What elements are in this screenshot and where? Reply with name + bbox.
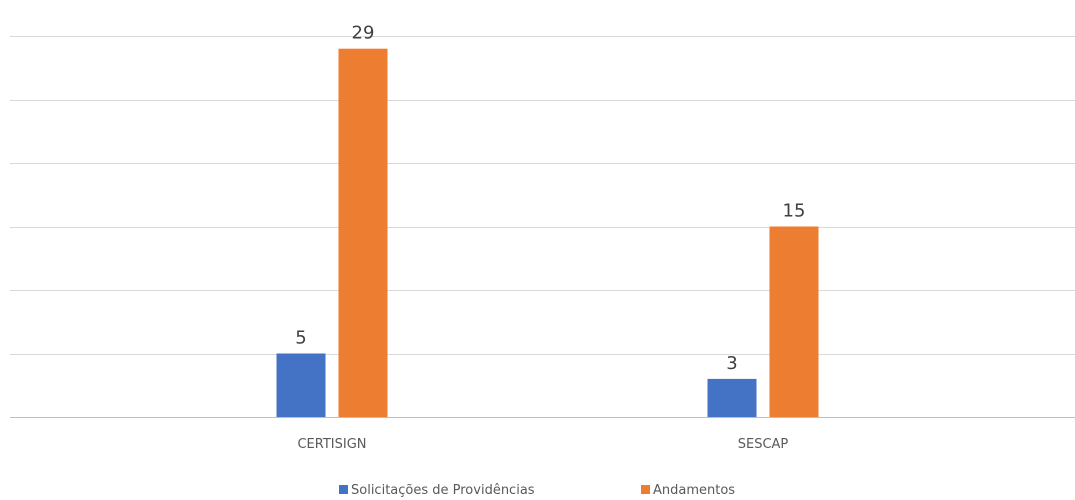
gridlines — [10, 36, 1075, 418]
bar-sescap-series-0 — [707, 378, 757, 417]
data-label-certisign-series-1: 29 — [352, 23, 375, 44]
x-axis-tick-labels: CERTISIGN SESCAP — [297, 437, 788, 452]
legend-swatch-series-0 — [339, 485, 348, 494]
bar-certisign-series-0 — [276, 353, 326, 417]
x-tick-label-certisign: CERTISIGN — [297, 437, 366, 452]
legend: Solicitações de Providências Andamentos — [339, 483, 735, 498]
x-tick-label-sescap: SESCAP — [738, 437, 789, 452]
data-label-sescap-series-1: 15 — [783, 201, 806, 222]
bar-sescap-series-1 — [769, 226, 819, 417]
bar-certisign-series-1 — [338, 48, 388, 417]
bars — [276, 48, 819, 417]
data-label-certisign-series-0: 5 — [295, 328, 306, 349]
legend-label-series-1: Andamentos — [653, 483, 735, 498]
data-labels: 5 29 3 15 — [295, 23, 805, 374]
data-label-sescap-series-0: 3 — [726, 353, 737, 374]
legend-swatch-series-1 — [641, 485, 650, 494]
legend-label-series-0: Solicitações de Providências — [351, 483, 535, 498]
